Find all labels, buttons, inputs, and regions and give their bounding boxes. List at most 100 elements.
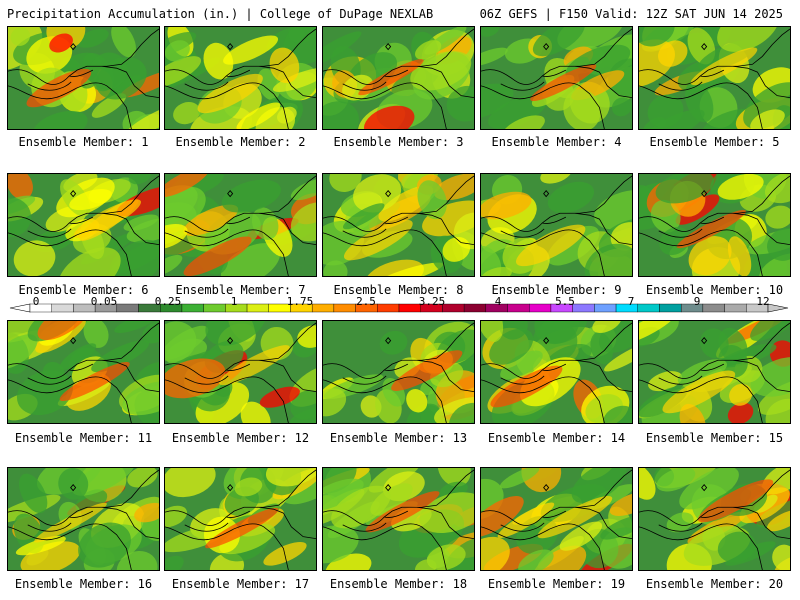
colorbar-swatch (377, 303, 400, 313)
precip-map-10 (639, 174, 790, 276)
ensemble-panel-13 (322, 320, 475, 424)
colorbar-swatch (116, 303, 139, 313)
precip-map-5 (639, 27, 790, 129)
ensemble-panel-5 (638, 26, 791, 130)
precip-map-12 (165, 321, 316, 423)
ensemble-panel-12 (164, 320, 317, 424)
member-label-2: Ensemble Member: 2 (175, 135, 306, 149)
precip-map-7 (165, 174, 316, 276)
diamond-icon (701, 42, 708, 51)
precip-map-4 (481, 27, 632, 129)
member-label-12: Ensemble Member: 12 (171, 431, 310, 445)
precip-map-11 (8, 321, 159, 423)
ensemble-panel-20 (638, 467, 791, 571)
ensemble-panel-11 (7, 320, 160, 424)
colorbar-tick-label: 0.05 (90, 295, 118, 308)
colorbar-swatch (333, 303, 356, 313)
ensemble-panel-8 (322, 173, 475, 277)
diamond-icon (701, 189, 708, 198)
diamond-icon (227, 483, 234, 492)
colorbar-left-arrow (9, 303, 31, 313)
ensemble-panel-2 (164, 26, 317, 130)
colorbar-swatch (311, 303, 335, 313)
colorbar-swatch (463, 303, 487, 313)
precip-map-18 (323, 468, 474, 570)
colorbar-swatch (659, 303, 682, 313)
colorbar-tick-label: 9 (693, 295, 701, 308)
colorbar-tick-label: 2.5 (356, 295, 376, 308)
coastline-outline (165, 175, 316, 276)
coastline-outline (323, 469, 474, 570)
colorbar-swatch (181, 303, 204, 313)
coastline-outline (481, 322, 632, 423)
diamond-icon (385, 42, 392, 51)
diamond-icon (385, 336, 392, 345)
ensemble-panel-14 (480, 320, 633, 424)
colorbar-tick-label: 5.5 (555, 295, 575, 308)
colorbar-swatch (529, 303, 552, 313)
ensemble-panel-10 (638, 173, 791, 277)
coastline-outline (165, 28, 316, 129)
precip-map-1 (8, 27, 159, 129)
precip-map-8 (323, 174, 474, 276)
colorbar-swatch (246, 303, 269, 313)
colorbar-tick-label: 1.75 (286, 295, 314, 308)
colorbar-swatch (51, 303, 74, 313)
coastline-outline (639, 175, 790, 276)
diamond-icon (543, 189, 550, 198)
member-label-4: Ensemble Member: 4 (491, 135, 622, 149)
precip-map-17 (165, 468, 316, 570)
ensemble-panel-6 (7, 173, 160, 277)
coastline-outline (481, 28, 632, 129)
colorbar-tick-label: 0 (32, 295, 40, 308)
coastline-outline (8, 175, 159, 276)
coastline-outline (639, 28, 790, 129)
precip-map-2 (165, 27, 316, 129)
diamond-icon (70, 483, 77, 492)
member-label-15: Ensemble Member: 15 (645, 431, 784, 445)
ensemble-panel-16 (7, 467, 160, 571)
colorbar-right-arrow (767, 303, 789, 313)
color-scale-bar (9, 303, 789, 313)
precip-map-14 (481, 321, 632, 423)
coastline-outline (8, 28, 159, 129)
precip-map-15 (639, 321, 790, 423)
ensemble-panel-1 (7, 26, 160, 130)
colorbar-tick-label: 3.25 (418, 295, 446, 308)
coastline-outline (8, 469, 159, 570)
coastline-outline (481, 175, 632, 276)
member-label-10: Ensemble Member: 10 (645, 283, 784, 297)
member-label-11: Ensemble Member: 11 (14, 431, 153, 445)
coastline-outline (639, 469, 790, 570)
diamond-icon (385, 483, 392, 492)
coastline-outline (481, 469, 632, 570)
ensemble-panel-7 (164, 173, 317, 277)
title-right: 06Z GEFS | F150 Valid: 12Z SAT JUN 14 20… (479, 7, 783, 21)
member-label-19: Ensemble Member: 19 (487, 577, 626, 591)
coastline-outline (8, 322, 159, 423)
colorbar-swatch (203, 303, 226, 313)
ensemble-panel-17 (164, 467, 317, 571)
precip-map-3 (323, 27, 474, 129)
colorbar-tick-label: 0.25 (154, 295, 182, 308)
precip-map-9 (481, 174, 632, 276)
ensemble-panel-19 (480, 467, 633, 571)
diamond-icon (701, 336, 708, 345)
colorbar-tick-label: 7 (627, 295, 635, 308)
ensemble-panel-3 (322, 26, 475, 130)
ensemble-panel-15 (638, 320, 791, 424)
diamond-icon (543, 483, 550, 492)
diamond-icon (385, 189, 392, 198)
title-left: Precipitation Accumulation (in.) | Colle… (7, 7, 434, 21)
member-label-20: Ensemble Member: 20 (645, 577, 784, 591)
diamond-icon (543, 42, 550, 51)
colorbar-swatch (442, 303, 465, 313)
colorbar-swatch (637, 303, 660, 313)
colorbar-tick-label: 4 (494, 295, 502, 308)
colorbar-swatch (702, 303, 725, 313)
diamond-icon (227, 336, 234, 345)
member-label-5: Ensemble Member: 5 (649, 135, 780, 149)
diamond-icon (227, 42, 234, 51)
coastline-outline (323, 322, 474, 423)
member-label-13: Ensemble Member: 13 (329, 431, 468, 445)
